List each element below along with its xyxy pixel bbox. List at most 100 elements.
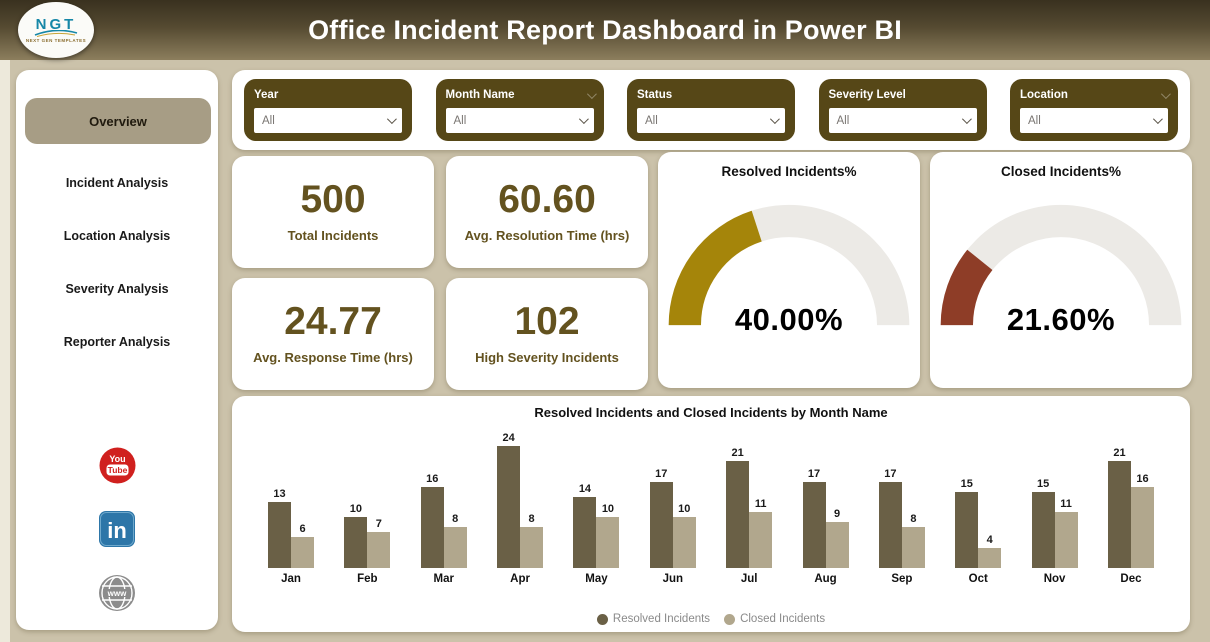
bar-resolved-incidents-mar[interactable] xyxy=(420,487,444,568)
bar-resolved-incidents-nov[interactable] xyxy=(1031,492,1055,568)
slicer-year-dropdown[interactable]: All xyxy=(254,108,402,133)
chevron-down-icon xyxy=(961,114,972,125)
youtube-icon[interactable]: You Tube xyxy=(99,447,136,484)
bar-value-label: 17 xyxy=(884,468,897,480)
slicer-month-name-value: All xyxy=(453,114,467,127)
globe-www-text: www xyxy=(107,589,127,598)
bar-closed-incidents-aug[interactable] xyxy=(825,522,849,568)
monthly-incidents-chart: Resolved Incidents and Closed Incidents … xyxy=(232,396,1190,632)
kpi-label: Total Incidents xyxy=(287,228,379,243)
bar-value-label: 11 xyxy=(754,498,767,510)
kpi-label: High Severity Incidents xyxy=(475,350,619,365)
sidebar-item-label: Location Analysis xyxy=(63,228,171,243)
bar-value-label: 6 xyxy=(299,523,306,535)
slicer-severity-level-label: Severity Level xyxy=(828,89,906,101)
bar-closed-incidents-apr[interactable] xyxy=(520,527,544,568)
x-axis-label-nov: Nov xyxy=(1043,573,1066,585)
slicer-status-label: Status xyxy=(637,89,673,101)
logo-text: NGT xyxy=(35,15,77,33)
bar-resolved-incidents-oct[interactable] xyxy=(955,492,979,568)
chevron-down-icon[interactable] xyxy=(1160,88,1171,99)
kpi-label: Avg. Response Time (hrs) xyxy=(253,350,413,365)
bar-value-label: 13 xyxy=(273,488,286,500)
website-globe-icon[interactable]: www xyxy=(98,574,136,612)
gauge-title: Closed Incidents% xyxy=(1000,164,1122,179)
bar-closed-incidents-feb[interactable] xyxy=(367,532,391,568)
bar-resolved-incidents-sep[interactable] xyxy=(878,482,902,568)
bar-closed-incidents-dec[interactable] xyxy=(1130,487,1154,568)
bar-value-label: 16 xyxy=(1136,473,1149,485)
kpi-value: 500 xyxy=(300,178,366,221)
bar-resolved-incidents-jul[interactable] xyxy=(726,461,750,568)
bar-value-label: 15 xyxy=(1036,478,1050,490)
bar-group-nov: 15 11 Nov xyxy=(1031,428,1078,586)
sidebar-item-overview[interactable]: Overview xyxy=(25,98,211,144)
kpi-value: 60.60 xyxy=(498,178,596,221)
sidebar-item-label: Severity Analysis xyxy=(65,281,169,296)
bar-closed-incidents-mar[interactable] xyxy=(443,527,467,568)
slicer-severity-level-dropdown[interactable]: All xyxy=(828,108,977,133)
chevron-down-icon[interactable] xyxy=(586,88,597,99)
bar-closed-incidents-jun[interactable] xyxy=(672,517,696,568)
bar-value-label: 24 xyxy=(502,432,515,444)
bar-resolved-incidents-aug[interactable] xyxy=(802,482,826,568)
bar-closed-incidents-sep[interactable] xyxy=(901,527,925,568)
gauge-resolved-incidents: Resolved Incidents% 40.00% xyxy=(658,152,920,388)
youtube-text-top: You xyxy=(109,454,125,464)
x-axis-label-dec: Dec xyxy=(1120,573,1142,585)
bar-value-label: 21 xyxy=(1113,447,1126,459)
logo-swoosh-icon xyxy=(34,29,78,37)
bar-resolved-incidents-jan[interactable] xyxy=(268,502,291,568)
bar-value-label: 14 xyxy=(578,483,592,495)
bar-closed-incidents-oct[interactable] xyxy=(978,548,1002,568)
bar-group-feb: 10 7 Feb xyxy=(344,428,391,586)
sidebar-item-incident-analysis[interactable]: Incident Analysis xyxy=(16,156,218,209)
bar-resolved-incidents-apr[interactable] xyxy=(497,446,521,568)
bar-resolved-incidents-feb[interactable] xyxy=(344,517,368,568)
slicer-month-name-dropdown[interactable]: All xyxy=(445,108,594,133)
bar-value-label: 7 xyxy=(375,518,382,530)
bar-value-label: 10 xyxy=(678,503,691,515)
bar-group-sep: 17 8 Sep xyxy=(878,428,925,586)
bar-group-apr: 24 8 Apr xyxy=(497,428,544,586)
bar-closed-incidents-nov[interactable] xyxy=(1054,512,1078,568)
slicer-status: Status All xyxy=(627,79,795,141)
legend-label: Closed Incidents xyxy=(740,613,826,625)
gauge-arc xyxy=(940,204,1182,326)
bar-closed-incidents-jan[interactable] xyxy=(291,537,314,568)
bar-group-dec: 21 16 Dec xyxy=(1107,428,1154,586)
slicer-year-label: Year xyxy=(254,89,279,101)
chevron-down-icon xyxy=(386,114,397,125)
bar-closed-incidents-jul[interactable] xyxy=(749,512,773,568)
x-axis-label-mar: Mar xyxy=(433,573,454,585)
slicer-status-dropdown[interactable]: All xyxy=(637,108,785,133)
sidebar-item-label: Incident Analysis xyxy=(65,175,169,190)
bar-resolved-incidents-dec[interactable] xyxy=(1107,461,1131,568)
slicer-severity-level-value: All xyxy=(836,114,850,127)
bar-resolved-incidents-may[interactable] xyxy=(573,497,597,568)
sidebar-item-reporter-analysis[interactable]: Reporter Analysis xyxy=(16,315,218,368)
kpi-avg-response-time: 24.77 Avg. Response Time (hrs) xyxy=(232,278,434,390)
bar-value-label: 21 xyxy=(731,447,744,459)
sidebar: Overview Incident Analysis Location Anal… xyxy=(16,70,218,630)
x-axis-label-oct: Oct xyxy=(968,573,988,585)
slicer-location-dropdown[interactable]: All xyxy=(1020,108,1168,133)
legend-item-closed-incidents[interactable]: Closed Incidents xyxy=(724,613,825,625)
bar-group-jun: 17 10 Jun xyxy=(649,428,696,586)
bar-value-label: 10 xyxy=(349,503,362,515)
gauge-title: Resolved Incidents% xyxy=(721,164,857,179)
social-links: You Tube in www xyxy=(16,447,218,612)
gauge-value: 40.00% xyxy=(734,302,844,337)
sidebar-item-severity-analysis[interactable]: Severity Analysis xyxy=(16,262,218,315)
chart-legend: Resolved Incidents Closed Incidents xyxy=(232,613,1190,625)
gauge-value: 21.60% xyxy=(1006,302,1116,337)
legend-item-resolved-incidents[interactable]: Resolved Incidents xyxy=(596,613,710,625)
left-edge-strip xyxy=(0,60,10,642)
bar-resolved-incidents-jun[interactable] xyxy=(649,482,673,568)
filter-row: Year All Month Name All Status All xyxy=(232,70,1190,150)
linkedin-icon[interactable]: in xyxy=(99,511,135,547)
bar-closed-incidents-may[interactable] xyxy=(596,517,620,568)
sidebar-item-location-analysis[interactable]: Location Analysis xyxy=(16,209,218,262)
kpi-avg-resolution-time: 60.60 Avg. Resolution Time (hrs) xyxy=(446,156,648,268)
bar-value-label: 8 xyxy=(452,513,459,525)
